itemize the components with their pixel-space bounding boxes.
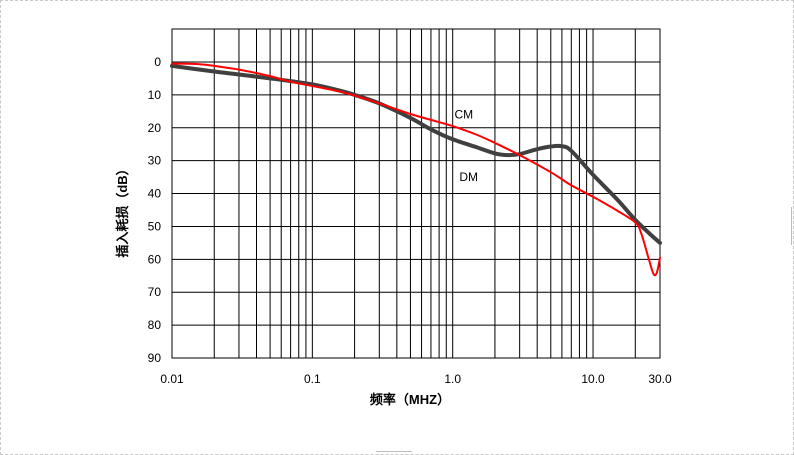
x-tick-label: 1.0 bbox=[444, 372, 461, 386]
y-tick-label: 10 bbox=[148, 88, 162, 102]
y-tick-label: 90 bbox=[148, 351, 162, 365]
y-tick-label: 0 bbox=[154, 55, 161, 69]
x-axis-title: 频率（MHZ） bbox=[370, 392, 450, 407]
frame-edge-mark bbox=[791, 207, 794, 245]
y-tick-label: 30 bbox=[148, 154, 162, 168]
y-tick-label: 20 bbox=[148, 121, 162, 135]
series-line-cm bbox=[171, 62, 661, 277]
y-tick-label: 40 bbox=[148, 187, 162, 201]
y-tick-label: 60 bbox=[148, 252, 162, 266]
x-tick-label: 10.0 bbox=[581, 372, 605, 386]
y-tick-label: 80 bbox=[148, 318, 162, 332]
annotations: CM DM bbox=[454, 108, 478, 184]
x-tick-label: 30.0 bbox=[648, 372, 672, 386]
y-tick-label: 50 bbox=[148, 219, 162, 233]
y-axis-title: 插入耗损（dB） bbox=[115, 162, 130, 257]
x-tick-label: 0.01 bbox=[160, 372, 184, 386]
series-annotation-cm: CM bbox=[454, 108, 473, 122]
frame-edge-mark bbox=[376, 451, 412, 455]
series-annotation-dm: DM bbox=[459, 170, 478, 184]
grid bbox=[171, 28, 661, 359]
x-tick-label: 0.1 bbox=[304, 372, 321, 386]
tick-labels: 0 10 20 30 40 50 60 70 80 90 0.01 0.1 1.0 10.0 30.0 bbox=[148, 55, 672, 386]
series-group bbox=[170, 62, 662, 277]
y-tick-label: 70 bbox=[148, 285, 162, 299]
